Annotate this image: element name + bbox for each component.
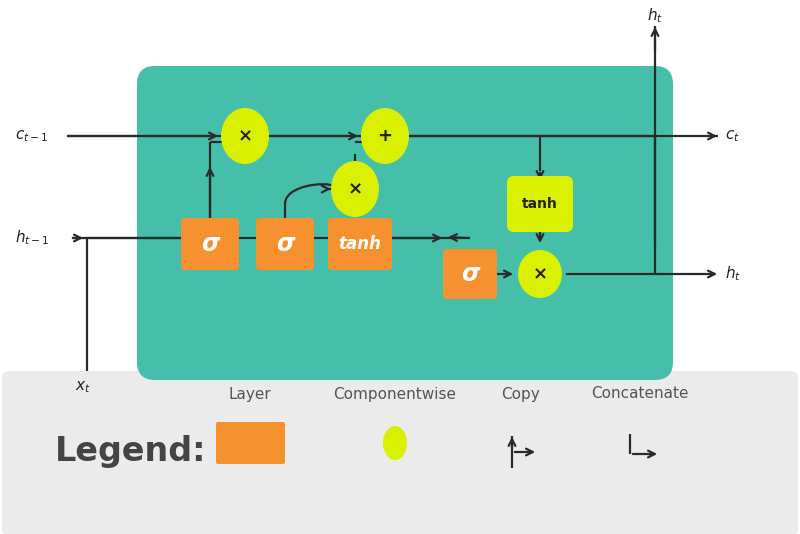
Text: tanh: tanh bbox=[338, 235, 382, 253]
FancyBboxPatch shape bbox=[2, 371, 798, 534]
Ellipse shape bbox=[221, 108, 269, 164]
Ellipse shape bbox=[331, 161, 379, 217]
FancyBboxPatch shape bbox=[507, 176, 573, 232]
FancyBboxPatch shape bbox=[256, 218, 314, 270]
Text: $h_t$: $h_t$ bbox=[725, 265, 741, 284]
Ellipse shape bbox=[361, 108, 409, 164]
Text: Layer: Layer bbox=[229, 387, 271, 402]
Text: σ: σ bbox=[201, 232, 219, 256]
Text: ×: × bbox=[238, 127, 253, 145]
FancyBboxPatch shape bbox=[328, 218, 392, 270]
FancyBboxPatch shape bbox=[137, 66, 673, 380]
Text: ×: × bbox=[533, 265, 547, 283]
Ellipse shape bbox=[383, 426, 407, 460]
Ellipse shape bbox=[518, 250, 562, 298]
FancyBboxPatch shape bbox=[443, 249, 497, 299]
Text: +: + bbox=[378, 127, 393, 145]
Text: $c_t$: $c_t$ bbox=[725, 128, 740, 144]
Text: Componentwise: Componentwise bbox=[334, 387, 457, 402]
Text: ×: × bbox=[347, 180, 362, 198]
Text: $h_t$: $h_t$ bbox=[647, 6, 663, 25]
FancyBboxPatch shape bbox=[181, 218, 239, 270]
Text: Legend:: Legend: bbox=[55, 435, 206, 467]
FancyBboxPatch shape bbox=[216, 422, 285, 464]
Text: tanh: tanh bbox=[522, 197, 558, 211]
Text: Concatenate: Concatenate bbox=[591, 387, 689, 402]
Text: $x_t$: $x_t$ bbox=[75, 379, 91, 395]
Text: $h_{t-1}$: $h_{t-1}$ bbox=[15, 229, 50, 247]
Text: Copy: Copy bbox=[501, 387, 539, 402]
Text: σ: σ bbox=[276, 232, 294, 256]
Text: $c_{t-1}$: $c_{t-1}$ bbox=[15, 128, 48, 144]
Text: σ: σ bbox=[461, 262, 479, 286]
